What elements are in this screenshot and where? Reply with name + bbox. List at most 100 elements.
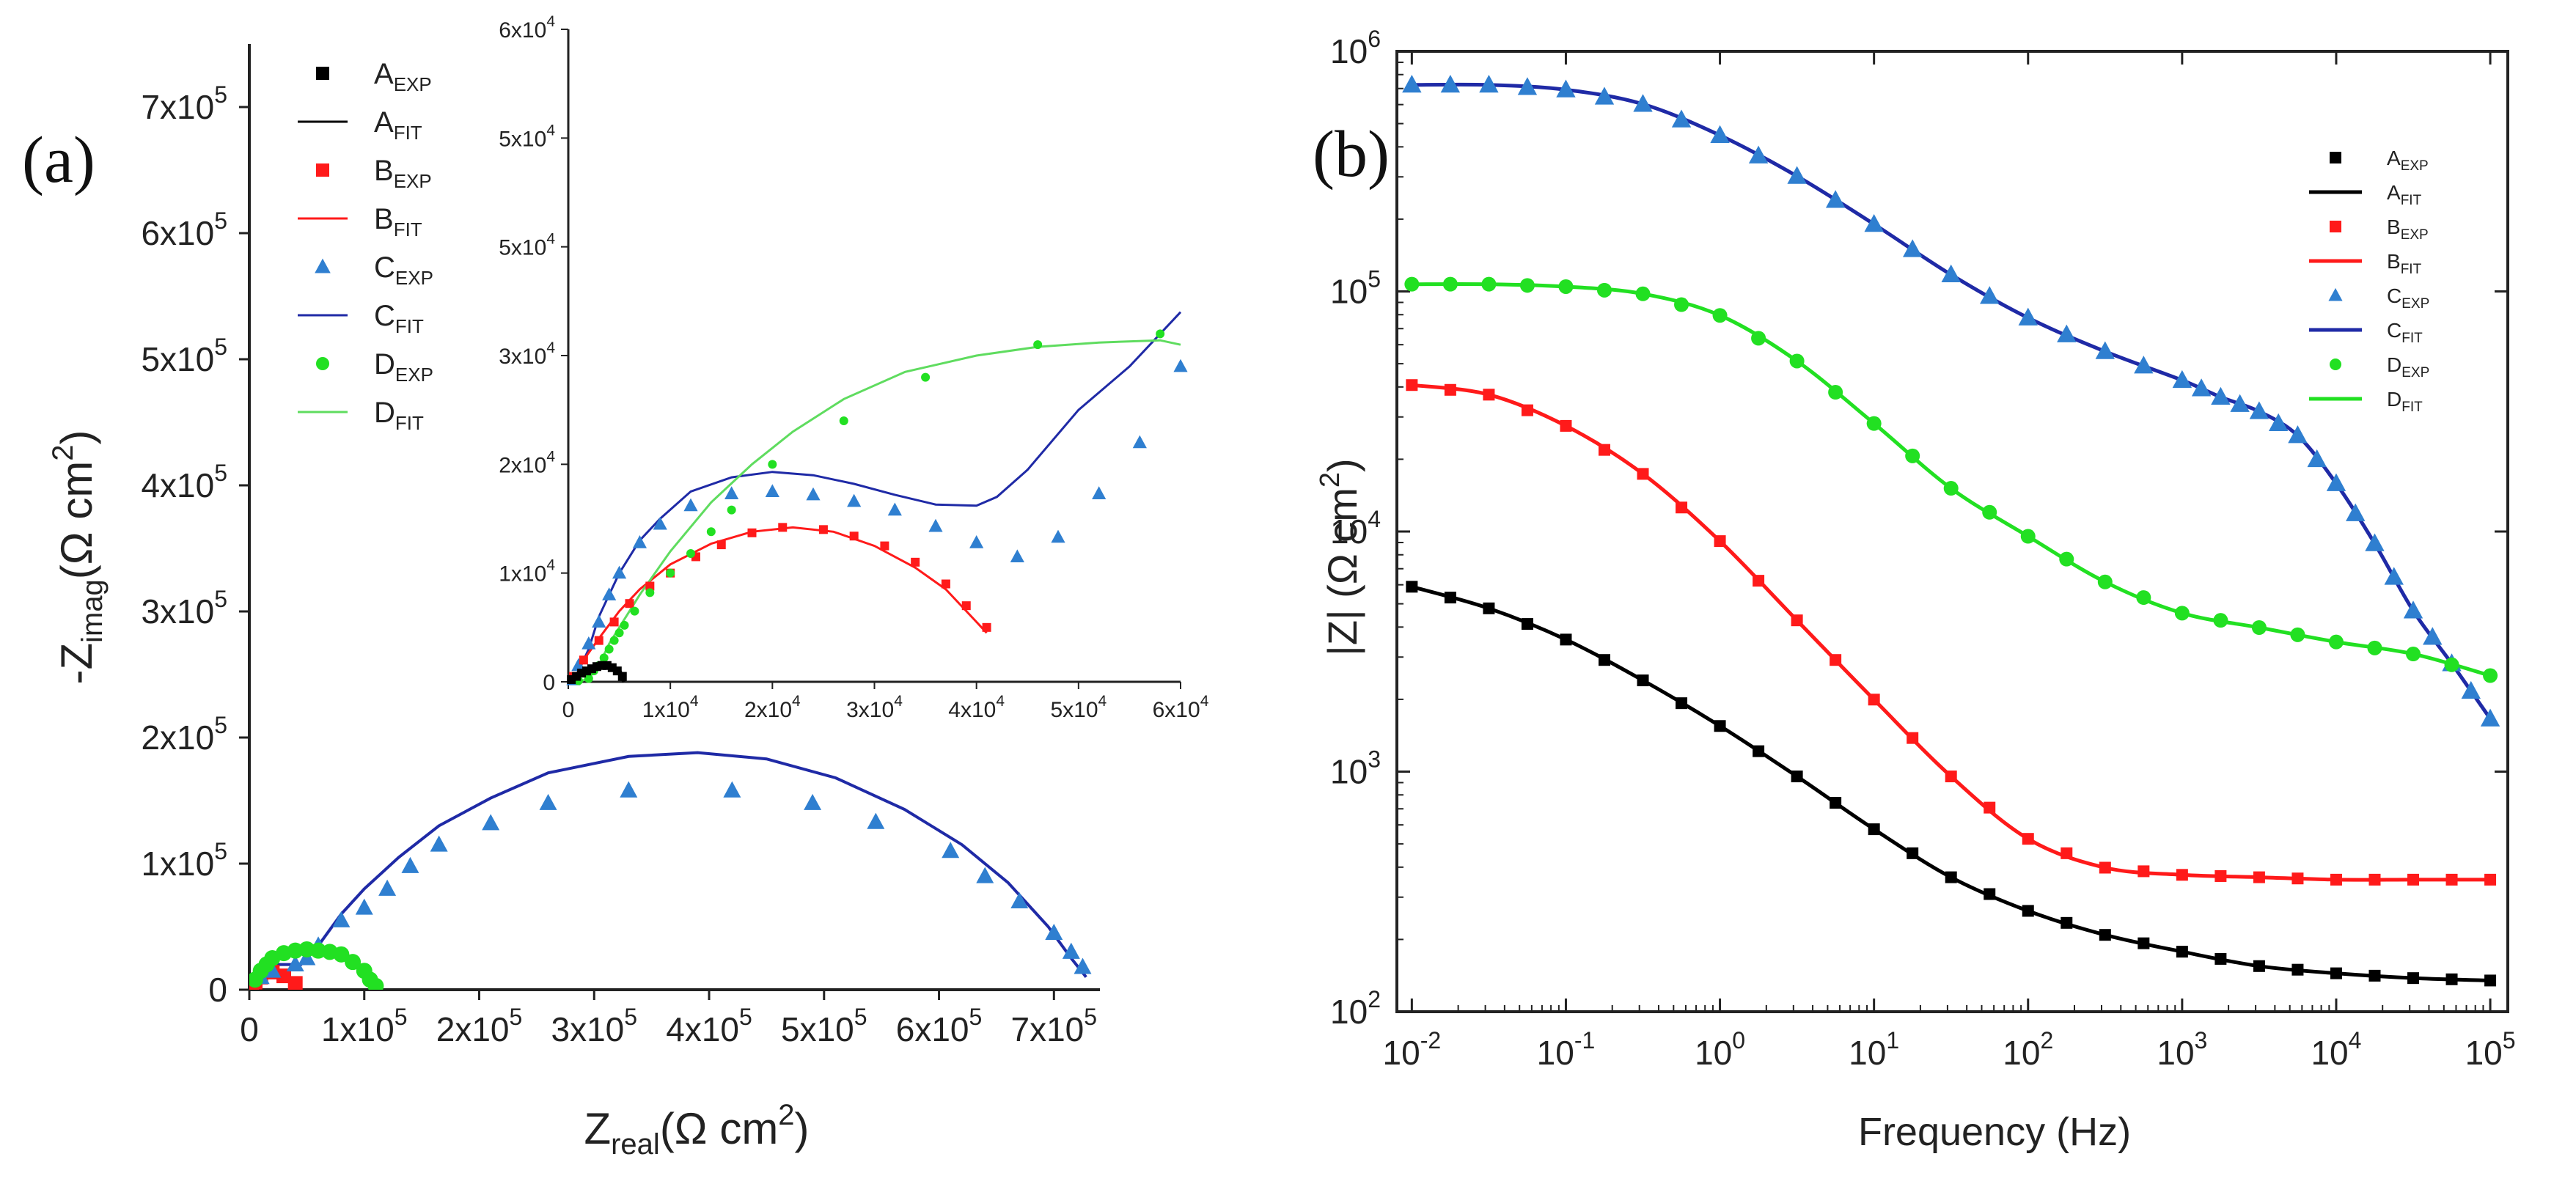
- marker-C-EXP: [1556, 79, 1576, 98]
- marker-C-EXP: [2230, 394, 2250, 412]
- legend-marker-swatch: [315, 258, 331, 273]
- legend-label: BEXP: [2387, 216, 2429, 243]
- marker-C-EXP: [2307, 449, 2327, 468]
- legend-item-b-C-FIT: CFIT: [2309, 319, 2423, 346]
- legend-label: DEXP: [2387, 353, 2429, 380]
- marker-B-EXP: [1521, 404, 1533, 416]
- inset-marker-B_EXP: [849, 532, 859, 541]
- marker-C-EXP: [1594, 87, 1615, 105]
- inset-marker-C_EXP: [1173, 358, 1188, 372]
- marker-D-EXP: [1596, 282, 1612, 298]
- x-tick-label-a: 7x105: [1011, 1004, 1098, 1048]
- inset-marker-D_EXP: [706, 527, 716, 537]
- inset-x-tick-label: 1x104: [642, 693, 699, 722]
- marker-C-EXP: [2057, 324, 2077, 342]
- inset-marker-D_EXP: [768, 460, 777, 469]
- y-axis-title-b: |Z| (Ω cm2): [1315, 458, 1365, 655]
- marker-C-EXP: [1825, 190, 1846, 208]
- x-tick-label-b: 100: [1695, 1027, 1745, 1072]
- marker-D-EXP: [2251, 620, 2267, 635]
- marker-B-EXP: [1830, 654, 1842, 666]
- marker-B_EXP: [287, 976, 303, 990]
- inset-marker-A_EXP: [617, 672, 627, 681]
- marker-D-EXP: [2444, 657, 2459, 672]
- marker-A-EXP: [2022, 905, 2034, 917]
- marker-A-EXP: [2061, 916, 2073, 929]
- marker-D-EXP: [1905, 448, 1920, 463]
- inset-marker-D_EXP: [839, 416, 848, 425]
- y-tick-label-b: 102: [1330, 986, 1381, 1031]
- marker-D-EXP: [1828, 385, 1843, 400]
- marker-B-EXP: [1945, 771, 1957, 783]
- inset-marker-C_EXP: [1010, 549, 1024, 562]
- marker-B-EXP: [1984, 801, 1996, 814]
- legend-item-C-EXP: CEXP: [315, 251, 433, 289]
- marker-A-EXP: [2214, 952, 2227, 965]
- legend-marker-swatch: [316, 357, 329, 370]
- inset-x-tick-label: 3x104: [846, 693, 903, 722]
- marker-C_EXP: [867, 812, 885, 829]
- x-tick-label-a: 3x105: [551, 1004, 637, 1048]
- marker-A-EXP: [1676, 697, 1688, 710]
- marker-A-EXP: [1984, 888, 1996, 900]
- x-tick-label-a: 5x105: [781, 1004, 867, 1048]
- inset-marker-C_EXP: [765, 484, 779, 497]
- marker-D-EXP: [1789, 353, 1805, 369]
- marker-A-EXP: [2253, 960, 2265, 972]
- marker-C-EXP: [1402, 74, 1422, 93]
- x-tick-label-a: 4x105: [666, 1004, 752, 1048]
- inset-marker-C_EXP: [887, 502, 902, 516]
- marker-B-EXP: [2138, 865, 2150, 878]
- marker-D-EXP: [2059, 551, 2074, 567]
- inset-marker-B_EXP: [594, 636, 603, 645]
- marker-D-EXP: [1404, 276, 1420, 292]
- marker-B-EXP: [1868, 694, 1880, 706]
- marker-A-EXP: [1791, 771, 1803, 783]
- x-tick-label-b: 10-2: [1383, 1027, 1442, 1072]
- marker-A-EXP: [1483, 602, 1495, 614]
- plot-area-a: [249, 751, 1092, 990]
- marker-C_EXP: [723, 781, 741, 798]
- x-tick-label-b: 104: [2311, 1027, 2361, 1072]
- marker-C-EXP: [1980, 286, 2000, 304]
- y-tick-label-b: 104: [1330, 506, 1381, 551]
- marker-B-EXP: [2214, 869, 2227, 882]
- marker-B-EXP: [1791, 614, 1803, 627]
- marker-A-EXP: [2407, 972, 2420, 985]
- marker-C_EXP: [942, 842, 960, 858]
- legend-item-D-EXP: DEXP: [316, 348, 433, 386]
- inset-marker-C_EXP: [581, 636, 596, 650]
- marker-B-EXP: [2176, 869, 2188, 881]
- legend-item-b-A-EXP: AEXP: [2330, 147, 2429, 174]
- marker-A-EXP: [2330, 967, 2342, 979]
- x-axis-title-a: Zreal(Ω cm2): [584, 1099, 809, 1161]
- marker-A-EXP: [1907, 847, 1919, 859]
- marker-D-EXP: [2406, 647, 2421, 662]
- inset-marker-C_EXP: [592, 614, 606, 628]
- inset-marker-C_EXP: [1132, 435, 1147, 449]
- x-tick-label-b: 102: [2003, 1027, 2053, 1072]
- marker-B-EXP: [2368, 873, 2381, 886]
- inset-marker-C_EXP: [806, 487, 821, 501]
- inset-marker-B_EXP: [645, 581, 655, 591]
- marker-D_EXP: [345, 954, 362, 971]
- legend-label: AEXP: [2387, 147, 2429, 174]
- marker-D-EXP: [2174, 606, 2190, 621]
- marker-C_EXP: [620, 781, 638, 798]
- marker-C-EXP: [1902, 239, 1923, 257]
- marker-C-EXP: [1633, 94, 1653, 112]
- x-tick-label-b: 105: [2465, 1027, 2516, 1072]
- marker-B-EXP: [2484, 873, 2497, 886]
- inset-marker-B_EXP: [716, 540, 726, 550]
- x-tick-label-a: 6x105: [896, 1004, 983, 1048]
- marker-D-EXP: [2483, 668, 2498, 683]
- panel-label-b: (b): [1313, 118, 1390, 191]
- inset-marker-B_EXP: [579, 655, 588, 665]
- inset-a: 0 1x104 2x104 3x104 4x104 5x104 6x104 0 1x104 2x1…: [499, 13, 1208, 722]
- inset-marker-C_EXP: [683, 498, 698, 512]
- marker-C-EXP: [1864, 213, 1884, 232]
- marker-D-EXP: [2367, 640, 2382, 655]
- inset-marker-D_EXP: [604, 644, 614, 654]
- inset-marker-C_EXP: [602, 587, 617, 600]
- legend-marker-swatch: [2328, 287, 2343, 301]
